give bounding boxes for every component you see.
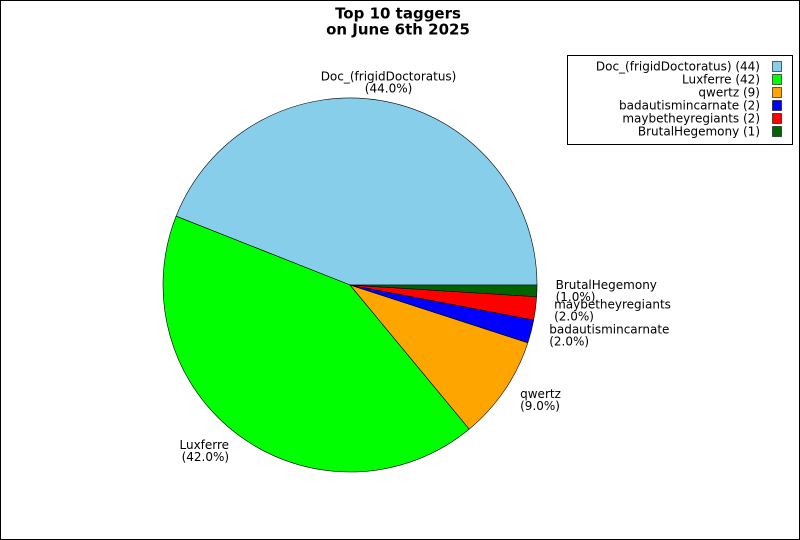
slice-value-label: (9.0%) bbox=[520, 399, 560, 413]
legend-swatch bbox=[772, 61, 782, 72]
legend-swatch bbox=[772, 126, 782, 137]
pie-slice bbox=[162, 215, 470, 473]
legend-label: Doc_(frigidDoctoratus) (44) bbox=[596, 60, 760, 74]
legend-label: maybetheyregiants (2) bbox=[622, 112, 760, 126]
legend-label: Luxferre (42) bbox=[682, 73, 760, 87]
legend-swatch bbox=[772, 113, 782, 124]
chart-title: on June 6th 2025 bbox=[326, 21, 470, 39]
slice-label: Doc_(frigidDoctoratus) bbox=[321, 69, 457, 83]
slice-value-label: (2.0%) bbox=[554, 309, 594, 323]
pie-slice bbox=[349, 284, 538, 298]
pie-slice bbox=[349, 284, 529, 430]
slice-label: BrutalHegemony bbox=[556, 278, 657, 292]
slice-label: maybetheyregiants bbox=[554, 297, 671, 311]
slice-label: Luxferre bbox=[180, 438, 230, 452]
slice-label: qwertz bbox=[520, 387, 561, 401]
slice-value-label: (1.0%) bbox=[556, 290, 596, 304]
slice-value-label: (42.0%) bbox=[182, 450, 229, 464]
legend-swatch bbox=[772, 74, 782, 85]
pie-slice bbox=[175, 97, 538, 286]
slice-label: badautismincarnate bbox=[549, 323, 669, 337]
chart-title: Top 10 taggers bbox=[335, 5, 461, 23]
slice-value-label: (44.0%) bbox=[365, 81, 412, 95]
slice-value-label: (2.0%) bbox=[549, 335, 589, 349]
legend-swatch bbox=[772, 100, 782, 111]
legend-label: qwertz (9) bbox=[698, 86, 760, 100]
legend-swatch bbox=[772, 87, 782, 98]
legend-label: badautismincarnate (2) bbox=[619, 99, 760, 113]
legend-box bbox=[567, 55, 793, 145]
legend-label: BrutalHegemony (1) bbox=[638, 125, 760, 139]
